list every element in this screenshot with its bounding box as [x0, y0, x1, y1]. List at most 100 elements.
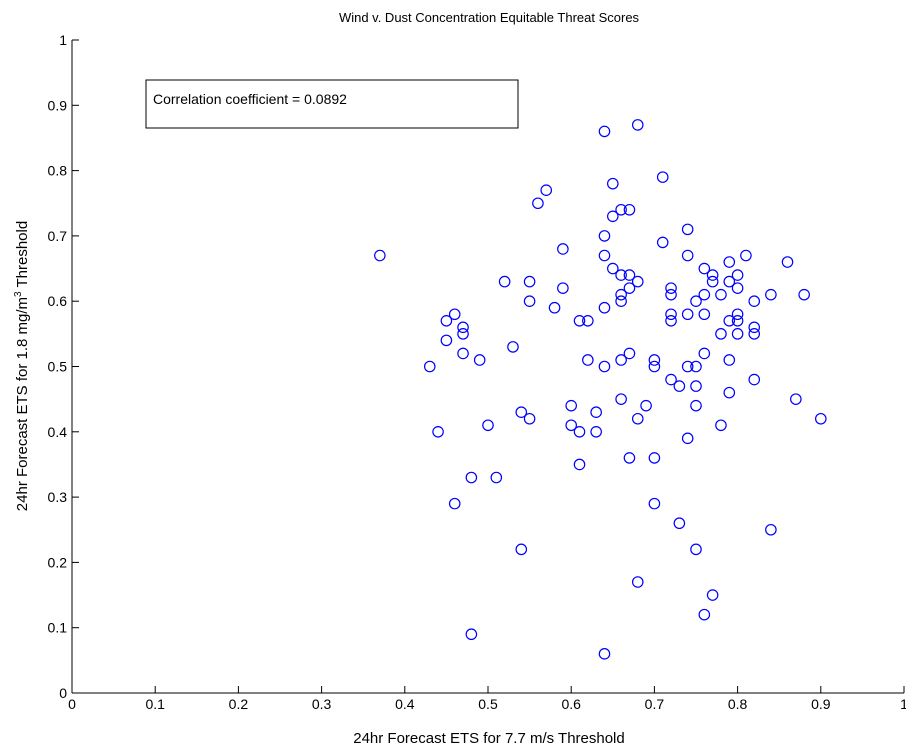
data-point [715, 328, 727, 340]
data-point [631, 576, 644, 588]
data-point [648, 497, 661, 510]
data-point [731, 269, 744, 281]
data-point [673, 517, 686, 530]
data-point [648, 354, 661, 366]
x-tick-label: 1 [900, 696, 906, 712]
data-point [598, 230, 611, 242]
x-tick-label: 0.7 [645, 696, 665, 712]
data-point [548, 301, 561, 314]
data-point [557, 243, 569, 255]
data-point [598, 301, 611, 314]
data-point [681, 308, 694, 321]
data-point [440, 314, 453, 327]
data-point [374, 249, 386, 262]
data-point [540, 184, 553, 196]
x-tick-label: 0.2 [229, 696, 249, 712]
data-point [573, 458, 586, 471]
data-point [690, 399, 702, 412]
y-tick-label: 0.8 [48, 163, 68, 179]
data-point [790, 393, 802, 405]
data-point [623, 203, 636, 216]
data-point [448, 308, 461, 321]
y-tick-label: 0.4 [48, 424, 68, 440]
data-point [690, 380, 702, 392]
data-point [482, 419, 494, 432]
data-point [631, 412, 644, 425]
data-point [723, 354, 736, 366]
data-point [457, 328, 469, 340]
data-point [532, 197, 544, 210]
data-point [573, 425, 586, 438]
data-point [731, 308, 744, 321]
y-tick-label: 0.6 [48, 293, 68, 309]
data-point [740, 249, 752, 262]
data-point [665, 282, 677, 294]
data-point [748, 328, 761, 340]
data-point [457, 347, 469, 360]
data-point [615, 354, 627, 366]
y-tick-label: 0.2 [48, 554, 68, 570]
plot-area: 0 0.1 0.2 0.3 0.4 0.5 0.6 0.7 0.8 0.9 1 0 0.1 0.2 0.3 0… [48, 32, 906, 712]
annotation-box: Correlation coefficient = 0.0892 [145, 79, 519, 129]
data-point [723, 275, 736, 288]
data-point [598, 125, 611, 138]
data-point [582, 354, 594, 366]
data-point [440, 334, 453, 347]
data-point [690, 295, 702, 307]
data-point [515, 543, 528, 556]
data-point [565, 399, 577, 412]
y-tick-label: 0.7 [48, 228, 68, 244]
data-point [615, 288, 627, 301]
data-point [690, 360, 702, 373]
data-point [731, 328, 744, 340]
data-point [665, 308, 677, 321]
data-point [748, 321, 761, 334]
data-point [606, 262, 619, 275]
data-point [590, 425, 602, 438]
data-point [565, 419, 577, 432]
data-point [681, 432, 694, 445]
data-point [523, 275, 536, 288]
data-point [423, 360, 436, 373]
x-tick-label: 0.8 [728, 696, 748, 712]
chart-title: Wind v. Dust Concentration Equitable Thr… [339, 10, 640, 25]
data-point [590, 406, 602, 419]
data-point [706, 269, 719, 281]
data-point [748, 373, 761, 386]
data-point [656, 171, 669, 183]
data-point [615, 203, 627, 216]
data-point [648, 360, 661, 373]
data-point [706, 589, 719, 601]
data-point [623, 347, 636, 360]
data-point [582, 314, 594, 327]
data-point [731, 282, 744, 294]
data-point [598, 249, 611, 262]
x-tick-label: 0 [68, 696, 76, 712]
data-point [631, 119, 644, 131]
data-point [781, 256, 794, 268]
data-point [557, 282, 569, 294]
correlation-annotation: Correlation coefficient = 0.0892 [153, 91, 347, 107]
data-point [715, 288, 727, 301]
data-point [765, 523, 777, 536]
data-point [698, 288, 711, 301]
data-point [814, 412, 827, 425]
data-point [715, 419, 727, 432]
data-point [698, 262, 711, 275]
data-point [623, 452, 636, 464]
data-point [615, 393, 627, 405]
y-axis-label-main: 24hr Forecast ETS for 1.8 mg/m [14, 297, 31, 511]
data-point [606, 210, 619, 223]
data-point [465, 471, 478, 484]
y-tick-label: 0.3 [48, 489, 68, 505]
y-tick-label: 0 [59, 685, 67, 701]
data-point [606, 177, 619, 190]
data-point [465, 628, 478, 641]
data-point [507, 341, 519, 353]
y-tick-label: 0.1 [48, 620, 68, 636]
y-tick-label: 0.9 [48, 97, 68, 113]
x-tick-label: 0.5 [478, 696, 498, 712]
y-axis-label-tail: Threshold [14, 221, 31, 292]
data-point [690, 543, 702, 556]
x-tick-label: 0.4 [395, 696, 415, 712]
